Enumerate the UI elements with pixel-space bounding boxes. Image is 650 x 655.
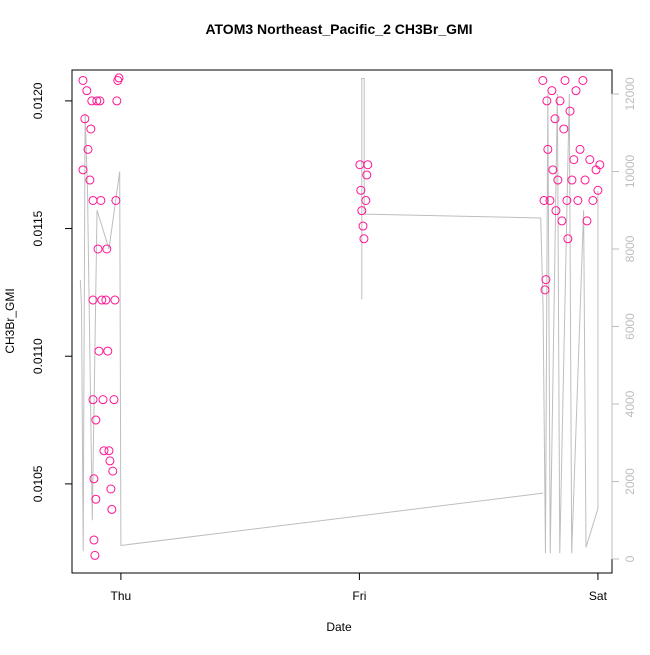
data-point bbox=[569, 155, 579, 165]
data-point bbox=[104, 446, 114, 456]
y2-tick-label: 0 bbox=[623, 555, 637, 562]
data-point bbox=[542, 96, 552, 106]
data-point bbox=[585, 155, 595, 165]
data-point bbox=[98, 395, 108, 405]
data-point bbox=[112, 96, 122, 106]
data-point bbox=[362, 170, 372, 180]
data-point bbox=[355, 160, 365, 170]
y-tick-label: 0.0120 bbox=[31, 82, 45, 119]
data-point bbox=[363, 160, 373, 170]
data-point bbox=[97, 295, 107, 305]
data-point bbox=[105, 456, 115, 466]
x-tick-label: Fri bbox=[352, 589, 366, 603]
data-point bbox=[93, 244, 103, 254]
data-point bbox=[86, 124, 96, 134]
data-point bbox=[361, 195, 371, 205]
data-point bbox=[101, 295, 111, 305]
data-point bbox=[110, 295, 120, 305]
data-point bbox=[92, 96, 102, 106]
data-point bbox=[538, 75, 548, 85]
data-point bbox=[541, 275, 551, 285]
y2-tick-label: 6000 bbox=[623, 313, 637, 340]
data-point bbox=[553, 175, 563, 185]
data-point bbox=[573, 195, 583, 205]
data-point bbox=[89, 474, 99, 484]
data-point bbox=[94, 346, 104, 356]
data-point bbox=[106, 484, 116, 494]
data-point bbox=[562, 195, 572, 205]
data-point bbox=[96, 195, 106, 205]
data-point bbox=[551, 206, 561, 216]
y2-tick-label: 12000 bbox=[623, 77, 637, 111]
y-tick-label: 0.0105 bbox=[31, 465, 45, 502]
data-point bbox=[85, 175, 95, 185]
data-point bbox=[109, 395, 119, 405]
data-point bbox=[80, 114, 90, 124]
data-point bbox=[91, 494, 101, 504]
plot-frame bbox=[71, 69, 613, 574]
data-point bbox=[571, 86, 581, 96]
data-point bbox=[88, 195, 98, 205]
data-point bbox=[588, 195, 598, 205]
x-tick-label: Sat bbox=[589, 589, 608, 603]
data-point bbox=[563, 234, 573, 244]
data-point bbox=[83, 144, 93, 154]
data-point bbox=[548, 165, 558, 175]
y2-tick-label: 2000 bbox=[623, 468, 637, 495]
data-point bbox=[559, 124, 569, 134]
y-axis-label: CH3Br_GMI bbox=[3, 288, 17, 353]
y2-tick-label: 4000 bbox=[623, 390, 637, 417]
data-point bbox=[114, 73, 124, 83]
data-point bbox=[582, 216, 592, 226]
data-point bbox=[108, 466, 118, 476]
data-point bbox=[91, 415, 101, 425]
data-point bbox=[103, 346, 113, 356]
data-point bbox=[543, 144, 553, 154]
data-point bbox=[102, 244, 112, 254]
data-point bbox=[565, 106, 575, 116]
x-tick-label: Thu bbox=[111, 589, 132, 603]
data-point bbox=[89, 535, 99, 545]
data-point bbox=[356, 185, 366, 195]
data-point bbox=[78, 75, 88, 85]
altitude-line bbox=[79, 77, 599, 554]
data-point bbox=[547, 86, 557, 96]
data-point bbox=[557, 216, 567, 226]
data-point bbox=[545, 195, 555, 205]
data-point bbox=[95, 96, 105, 106]
data-point bbox=[540, 285, 550, 295]
data-point bbox=[82, 86, 92, 96]
data-point bbox=[555, 96, 565, 106]
data-point bbox=[539, 195, 549, 205]
data-point bbox=[580, 175, 590, 185]
data-point bbox=[111, 195, 121, 205]
data-point bbox=[560, 75, 570, 85]
data-point bbox=[593, 185, 603, 195]
data-point bbox=[567, 175, 577, 185]
data-point bbox=[550, 114, 560, 124]
data-point bbox=[107, 504, 117, 514]
data-point bbox=[99, 446, 109, 456]
chart-title: ATOM3 Northeast_Pacific_2 CH3Br_GMI bbox=[205, 21, 472, 37]
x-axis-label: Date bbox=[326, 620, 352, 634]
data-point bbox=[78, 165, 88, 175]
data-point bbox=[88, 295, 98, 305]
data-point bbox=[359, 234, 369, 244]
data-point bbox=[578, 75, 588, 85]
y-tick-label: 0.0115 bbox=[31, 210, 45, 246]
data-point bbox=[357, 206, 367, 216]
data-point bbox=[88, 395, 98, 405]
data-point bbox=[90, 550, 100, 560]
y2-tick-label: 8000 bbox=[623, 235, 637, 262]
y-tick-label: 0.0110 bbox=[31, 338, 45, 374]
data-point bbox=[575, 144, 585, 154]
data-point bbox=[595, 160, 605, 170]
data-point bbox=[358, 221, 368, 231]
y2-tick-label: 10000 bbox=[623, 154, 637, 188]
